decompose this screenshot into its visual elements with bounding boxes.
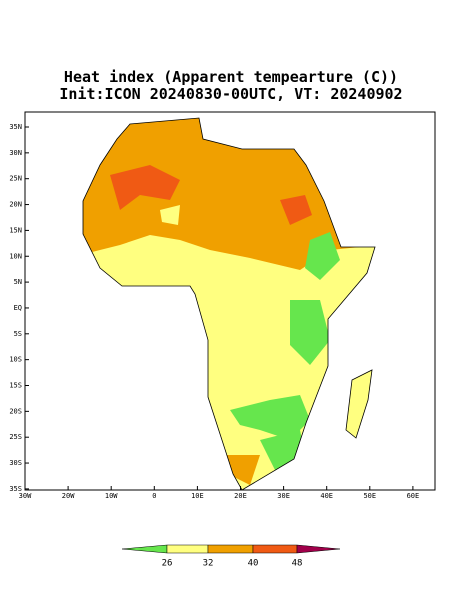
- madagascar: [345, 369, 373, 439]
- title: Heat index (Apparent tempearture (C)): [64, 68, 398, 86]
- colorbar-segment: [121, 544, 168, 554]
- lon-label: 30E: [277, 492, 290, 500]
- lon-label: 60E: [407, 492, 420, 500]
- lat-label: 15S: [9, 382, 22, 390]
- lat-label: 20S: [9, 407, 22, 415]
- colorbar: 26 32 40 48: [121, 544, 341, 569]
- colorbar-segment: [166, 544, 209, 554]
- lat-label: 25N: [9, 175, 22, 183]
- subtitle: Init:ICON 20240830-00UTC, VT: 20240902: [59, 85, 402, 103]
- lat-label: 10N: [9, 252, 22, 260]
- colorbar-label: 48: [292, 559, 303, 569]
- colorbar-label: 40: [248, 559, 259, 569]
- lon-label: 20W: [62, 492, 75, 500]
- lat-label: 30N: [9, 149, 22, 157]
- lon-label: 10E: [191, 492, 204, 500]
- lon-label: 50E: [363, 492, 376, 500]
- lon-label: 30W: [19, 492, 32, 500]
- lat-label: 20N: [9, 201, 22, 209]
- lon-label: 0: [152, 492, 156, 500]
- lat-label: 5S: [14, 330, 22, 338]
- colorbar-segment: [296, 544, 341, 554]
- colorbar-label: 26: [162, 559, 173, 569]
- lat-label: 5N: [14, 278, 22, 286]
- colorbar-segment: [252, 544, 298, 554]
- lat-label: EQ: [14, 304, 22, 312]
- lon-label: 40E: [320, 492, 333, 500]
- colorbar-label: 32: [203, 559, 214, 569]
- colorbar-segment: [207, 544, 254, 554]
- lat-label: 10S: [9, 356, 22, 364]
- lat-label: 15N: [9, 226, 22, 234]
- lat-label: 30S: [9, 459, 22, 467]
- lon-label: 20E: [234, 492, 247, 500]
- axes: 35N 30N 25N 20N 15N 10N 5N EQ 5S 10S 15S 20S 25S 30S 3…: [9, 123, 419, 500]
- lat-label: 25S: [9, 433, 22, 441]
- lon-label: 10W: [105, 492, 118, 500]
- lat-label: 35S: [9, 485, 22, 493]
- lat-label: 35N: [9, 123, 22, 131]
